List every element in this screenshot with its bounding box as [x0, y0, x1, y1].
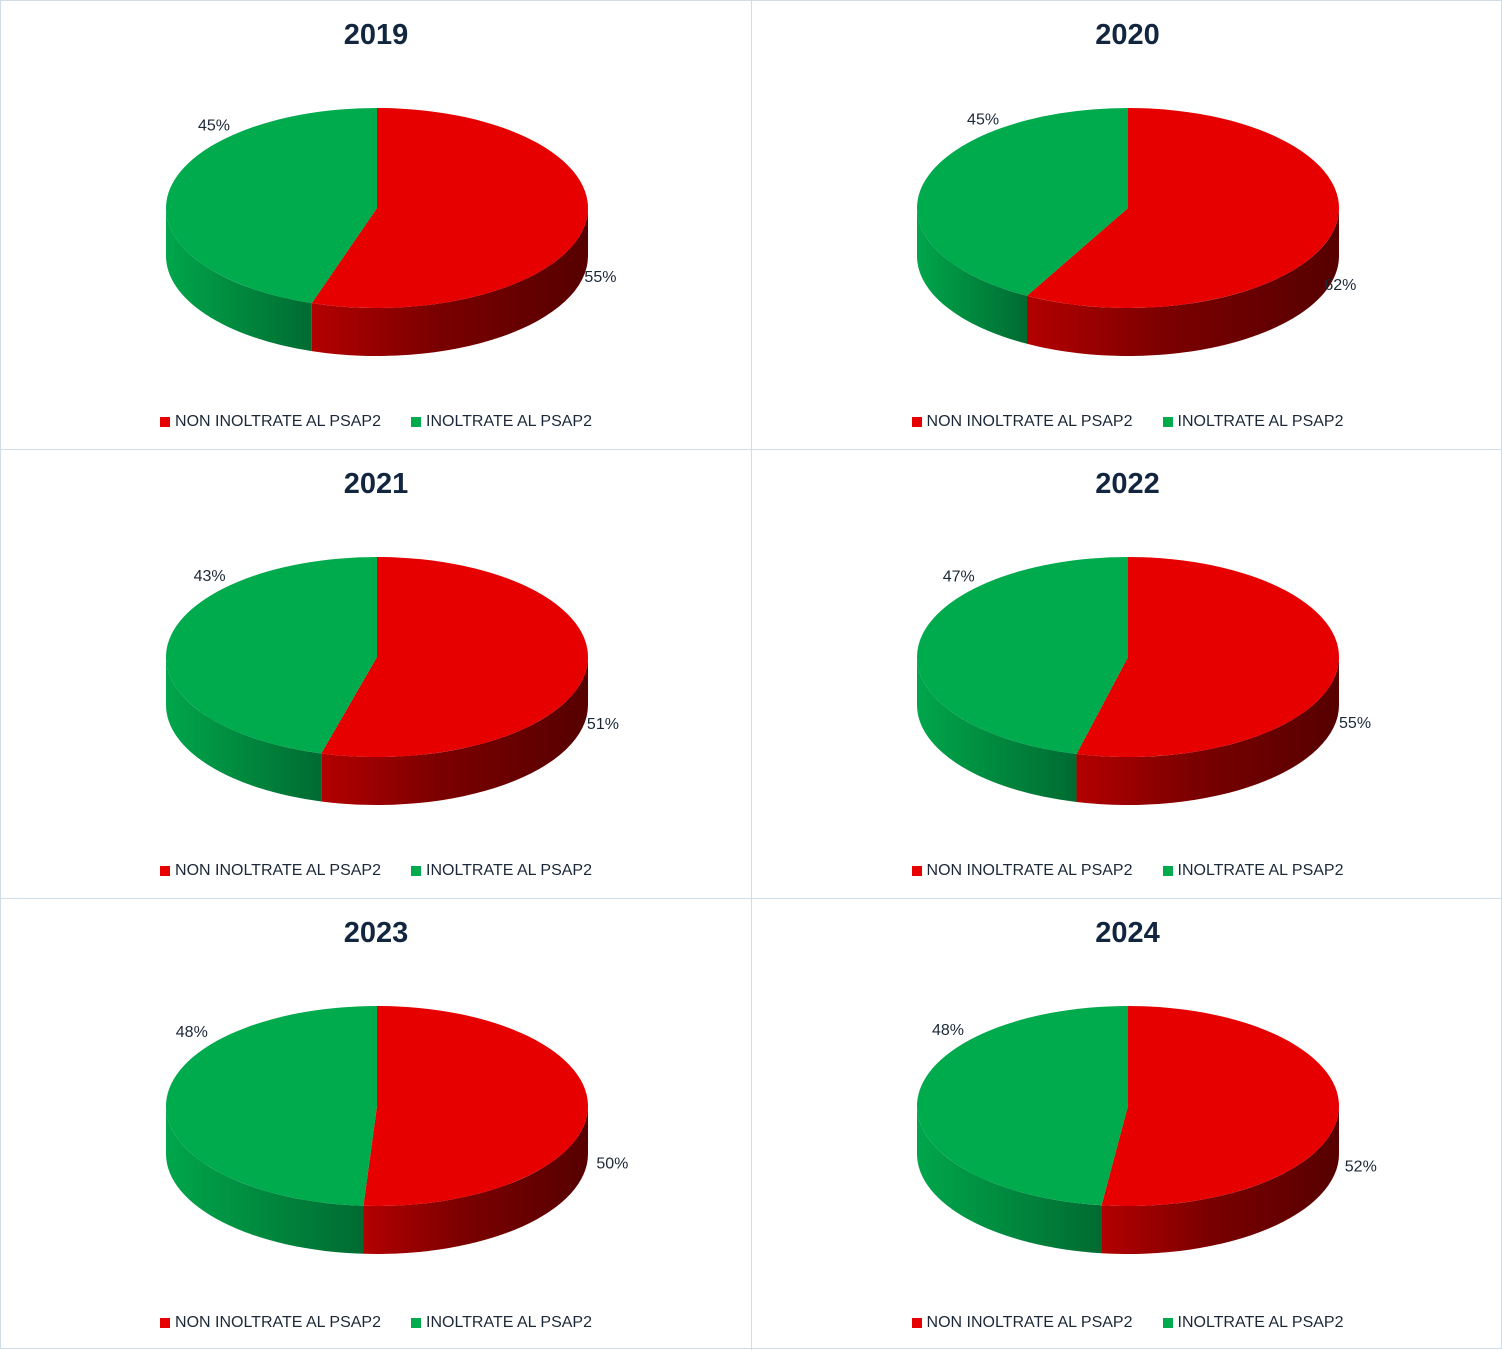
pie-chart: 55% 45% — [166, 108, 616, 356]
legend-item-non-inoltrate: NON INOLTRATE AL PSAP2 — [911, 413, 1133, 431]
chart-legend: NON INOLTRATE AL PSAP2 INOLTRATE AL PSAP… — [752, 862, 1502, 880]
pie-slice-inoltrate — [916, 557, 1128, 754]
legend-swatch-red — [160, 866, 171, 876]
chart-panel: 2021 51% 43% NON INOLTRATE AL PSAP2 INOLT… — [1, 450, 752, 899]
data-label-non-inoltrate: 55% — [584, 269, 616, 286]
pie-chart: 62% 45% — [917, 108, 1356, 357]
pie-side-non-inoltrate — [321, 657, 588, 805]
pie-side-inoltrate — [166, 208, 312, 352]
pie-chart: 50% 48% — [166, 1006, 628, 1254]
legend-item-non-inoltrate: NON INOLTRATE AL PSAP2 — [911, 1314, 1133, 1332]
pie-slice-inoltrate — [917, 108, 1128, 296]
pie-side-inoltrate — [166, 657, 322, 802]
legend-swatch-red — [911, 417, 922, 427]
pie-side-non-inoltrate — [1076, 657, 1339, 805]
legend-swatch-green — [411, 417, 421, 427]
pie-slice-non-inoltrate — [363, 1006, 589, 1206]
chart-legend: NON INOLTRATE AL PSAP2 INOLTRATE AL PSAP… — [1, 1314, 751, 1332]
pie-slice-inoltrate — [917, 1006, 1128, 1206]
legend-swatch-green — [1162, 1318, 1173, 1328]
pie-chart: 51% 43% — [165, 557, 619, 805]
pie-side-inoltrate — [166, 1106, 364, 1254]
chart-legend: NON INOLTRATE AL PSAP2 INOLTRATE AL PSAP… — [752, 413, 1502, 431]
legend-swatch-red — [160, 417, 171, 427]
data-label-inoltrate: 47% — [943, 569, 975, 586]
chart-legend: NON INOLTRATE AL PSAP2 INOLTRATE AL PSAP… — [1, 862, 751, 880]
legend-swatch-red — [911, 1318, 922, 1328]
legend-swatch-green — [411, 1318, 421, 1328]
chart-legend: NON INOLTRATE AL PSAP2 INOLTRATE AL PSAP… — [752, 1314, 1502, 1332]
pie-slice-non-inoltrate — [1027, 108, 1339, 309]
pie-side-inoltrate — [917, 657, 1077, 802]
legend-item-inoltrate: INOLTRATE AL PSAP2 — [411, 1314, 592, 1332]
data-label-inoltrate: 45% — [198, 117, 230, 134]
legend-item-inoltrate: INOLTRATE AL PSAP2 — [411, 862, 592, 880]
chart-title: 2024 — [1095, 917, 1160, 949]
data-label-inoltrate: 48% — [932, 1022, 964, 1039]
legend-label-non-inoltrate: NON INOLTRATE AL PSAP2 — [175, 862, 381, 879]
data-label-non-inoltrate: 50% — [596, 1156, 628, 1173]
chart-title: 2021 — [343, 468, 409, 500]
legend-swatch-red — [160, 1318, 171, 1328]
pie-side-non-inoltrate — [1027, 208, 1339, 357]
data-label-inoltrate: 45% — [967, 112, 999, 129]
legend-label-non-inoltrate: NON INOLTRATE AL PSAP2 — [926, 413, 1133, 430]
legend-label-inoltrate: INOLTRATE AL PSAP2 — [426, 413, 592, 430]
legend-label-non-inoltrate: NON INOLTRATE AL PSAP2 — [175, 413, 381, 430]
pie-side-non-inoltrate — [363, 1106, 588, 1254]
chart-title: 2023 — [343, 917, 409, 949]
legend-item-inoltrate: INOLTRATE AL PSAP2 — [411, 413, 592, 431]
pie-slice-inoltrate — [165, 557, 377, 754]
legend-swatch-green — [411, 866, 421, 876]
pie-slice-inoltrate — [166, 1006, 377, 1206]
data-label-non-inoltrate: 52% — [1345, 1158, 1377, 1175]
chart-panel: 2022 55% 47% NON INOLTRATE AL PSAP2 INOLT… — [752, 450, 1502, 899]
legend-item-non-inoltrate: NON INOLTRATE AL PSAP2 — [160, 862, 381, 880]
legend-label-inoltrate: INOLTRATE AL PSAP2 — [1177, 1314, 1344, 1331]
chart-panel: 2024 52% 48% NON INOLTRATE AL PSAP2 INOLT… — [752, 899, 1502, 1350]
pie-side-inoltrate — [917, 208, 1028, 344]
pie-chart: 55% 47% — [916, 557, 1371, 805]
pie-slice-inoltrate — [166, 108, 377, 304]
data-label-inoltrate: 43% — [194, 568, 226, 585]
legend-swatch-green — [1162, 866, 1173, 876]
legend-item-non-inoltrate: NON INOLTRATE AL PSAP2 — [911, 862, 1133, 880]
legend-label-non-inoltrate: NON INOLTRATE AL PSAP2 — [926, 1314, 1133, 1331]
legend-label-inoltrate: INOLTRATE AL PSAP2 — [426, 862, 592, 879]
chart-title: 2019 — [343, 19, 409, 51]
data-label-non-inoltrate: 55% — [1339, 715, 1371, 732]
legend-label-inoltrate: INOLTRATE AL PSAP2 — [1177, 413, 1344, 430]
pie-side-non-inoltrate — [1101, 1106, 1339, 1254]
chart-legend: NON INOLTRATE AL PSAP2 INOLTRATE AL PSAP… — [1, 413, 751, 431]
legend-label-non-inoltrate: NON INOLTRATE AL PSAP2 — [926, 862, 1133, 879]
chart-title: 2022 — [1095, 468, 1160, 500]
pie-slice-non-inoltrate — [1076, 557, 1339, 757]
chart-title: 2020 — [1095, 19, 1160, 51]
pie-side-non-inoltrate — [311, 208, 588, 356]
legend-item-non-inoltrate: NON INOLTRATE AL PSAP2 — [160, 413, 381, 431]
legend-label-non-inoltrate: NON INOLTRATE AL PSAP2 — [175, 1314, 381, 1331]
legend-swatch-red — [911, 866, 922, 876]
pie-side-inoltrate — [917, 1106, 1102, 1254]
pie-slice-non-inoltrate — [311, 108, 589, 308]
chart-panel: 2023 50% 48% NON INOLTRATE AL PSAP2 INOLT… — [1, 899, 752, 1350]
chart-panel: 2020 62% 45% NON INOLTRATE AL PSAP2 INOLT… — [752, 1, 1502, 450]
pie-slice-non-inoltrate — [1101, 1006, 1340, 1206]
legend-item-inoltrate: INOLTRATE AL PSAP2 — [1162, 1314, 1344, 1332]
data-label-non-inoltrate: 62% — [1324, 277, 1356, 294]
legend-item-inoltrate: INOLTRATE AL PSAP2 — [1162, 862, 1344, 880]
chart-panel: 2019 55% 45% NON INOLTRATE AL PSAP2 INOLT… — [1, 1, 752, 450]
legend-item-inoltrate: INOLTRATE AL PSAP2 — [1162, 413, 1344, 431]
pie-chart: 52% 48% — [917, 1006, 1377, 1254]
legend-label-inoltrate: INOLTRATE AL PSAP2 — [426, 1314, 592, 1331]
data-label-non-inoltrate: 51% — [587, 716, 619, 733]
data-label-inoltrate: 48% — [176, 1024, 208, 1041]
legend-swatch-green — [1162, 417, 1173, 427]
pie-slice-non-inoltrate — [321, 557, 588, 757]
legend-item-non-inoltrate: NON INOLTRATE AL PSAP2 — [160, 1314, 381, 1332]
legend-label-inoltrate: INOLTRATE AL PSAP2 — [1177, 862, 1344, 879]
